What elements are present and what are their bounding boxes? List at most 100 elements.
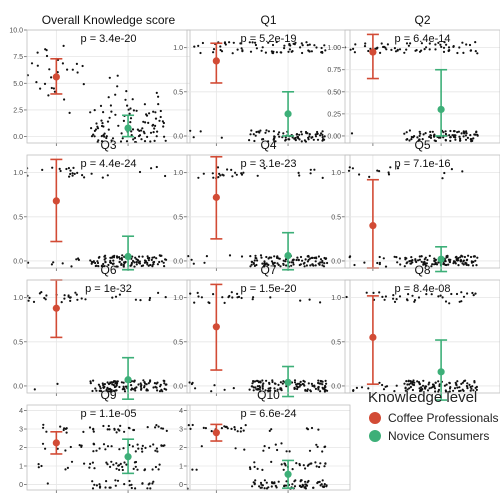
data-point	[27, 74, 29, 77]
data-point	[294, 139, 297, 142]
mean-point	[284, 378, 292, 387]
data-point	[283, 484, 286, 487]
data-point	[317, 381, 320, 385]
data-point	[378, 291, 381, 294]
data-point	[278, 135, 281, 138]
data-point	[102, 125, 105, 128]
data-point	[67, 167, 70, 170]
data-point	[296, 382, 299, 385]
y-tick-label: 0.5	[173, 89, 183, 96]
data-point	[323, 44, 326, 47]
data-point	[350, 132, 354, 135]
data-point	[285, 450, 288, 453]
data-point	[475, 264, 478, 267]
data-point	[464, 138, 468, 141]
data-point	[65, 167, 68, 171]
data-point	[462, 51, 465, 55]
data-point	[131, 98, 134, 101]
data-point	[42, 423, 45, 426]
data-point	[395, 298, 398, 301]
data-point	[292, 263, 295, 266]
data-point	[300, 140, 303, 143]
data-point	[126, 104, 129, 107]
data-point	[444, 390, 448, 393]
data-point	[149, 131, 153, 134]
panel-frame	[186, 29, 351, 144]
data-point	[452, 130, 456, 133]
mean-point	[284, 252, 292, 260]
data-point	[100, 264, 103, 267]
data-point	[304, 467, 307, 470]
p-value-label: p = 1.1e-05	[81, 408, 137, 420]
data-point	[293, 387, 296, 390]
y-tick-label: 5.0	[13, 81, 23, 88]
data-point	[429, 136, 433, 139]
data-point	[134, 465, 137, 468]
data-point	[135, 263, 138, 266]
data-point	[159, 385, 162, 388]
data-point	[309, 257, 312, 260]
data-point	[254, 380, 257, 383]
data-point	[469, 49, 473, 52]
p-value-label: p = 5.2e-19	[241, 33, 297, 45]
data-point	[114, 484, 117, 487]
y-tick-label: 1.0	[13, 295, 23, 302]
data-point	[280, 442, 283, 445]
data-point	[193, 301, 196, 304]
data-point	[254, 43, 257, 47]
panel-frame	[344, 154, 500, 269]
data-point	[325, 257, 328, 260]
data-point	[413, 300, 416, 303]
data-points	[27, 44, 167, 143]
data-point	[431, 130, 434, 133]
data-point	[146, 255, 149, 258]
data-point	[298, 174, 301, 177]
data-point	[439, 294, 442, 297]
data-point	[135, 261, 138, 264]
data-point	[418, 130, 421, 133]
data-point	[299, 255, 303, 259]
data-point	[381, 295, 384, 298]
data-point	[141, 482, 144, 485]
data-point	[157, 103, 160, 106]
data-point	[272, 137, 275, 141]
data-point	[414, 49, 417, 52]
data-point	[190, 258, 193, 261]
data-point	[310, 50, 313, 53]
data-point	[285, 480, 288, 483]
data-point	[142, 120, 145, 123]
data-point	[187, 255, 190, 258]
data-point	[254, 479, 257, 482]
data-point	[421, 138, 424, 141]
data-point	[253, 259, 256, 262]
data-point	[146, 426, 149, 429]
data-point	[91, 487, 95, 490]
data-point	[102, 111, 105, 114]
data-point	[418, 389, 422, 393]
data-point	[119, 462, 122, 465]
legend-novice-label: Novice Consumers	[388, 429, 489, 443]
data-point	[148, 296, 152, 300]
data-point	[111, 296, 114, 299]
data-point	[63, 294, 66, 297]
data-point	[385, 48, 388, 51]
data-point	[434, 390, 437, 393]
data-point	[475, 130, 478, 133]
data-point	[157, 95, 160, 98]
panel-title: Q5	[414, 138, 430, 152]
data-point	[420, 255, 423, 258]
data-point	[349, 48, 352, 51]
data-point	[41, 442, 45, 445]
data-point	[111, 137, 115, 140]
data-point	[98, 483, 101, 486]
y-tick-label: 2	[179, 445, 183, 452]
data-point	[106, 381, 109, 384]
data-point	[89, 462, 92, 465]
data-point	[276, 262, 279, 265]
data-point	[110, 139, 113, 142]
data-point	[277, 383, 280, 386]
data-point	[89, 111, 92, 114]
data-point	[474, 41, 477, 44]
data-point	[452, 389, 455, 392]
data-point	[300, 42, 303, 45]
